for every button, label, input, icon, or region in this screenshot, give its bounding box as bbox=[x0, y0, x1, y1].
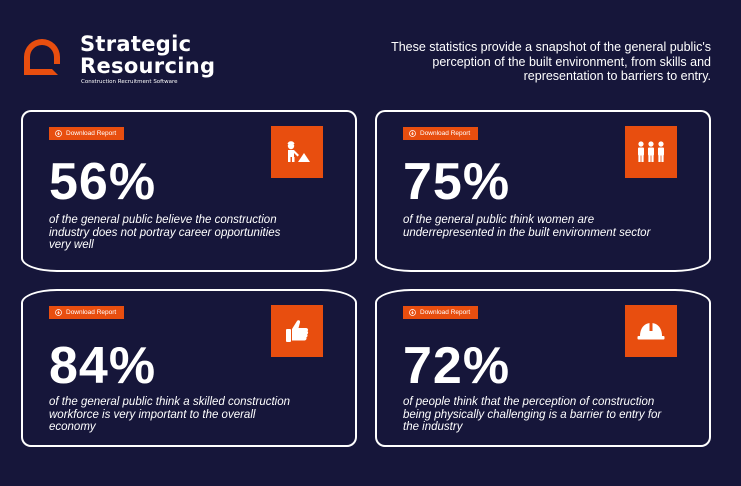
download-report-button[interactable]: Download Report bbox=[403, 306, 479, 319]
download-icon bbox=[409, 130, 416, 137]
icon-tile bbox=[271, 305, 323, 357]
brand-tagline: Construction Recruitment Software bbox=[81, 79, 178, 85]
brand-wordmark: Strategic Resourcing Construction Recrui… bbox=[80, 33, 280, 85]
brand-name-line2: Resourcing bbox=[80, 54, 216, 78]
stat-card: Download Report 72% of people think that… bbox=[375, 289, 711, 447]
stat-value: 72% bbox=[403, 337, 511, 395]
stat-description: of people think that the perception of c… bbox=[403, 396, 662, 433]
download-report-label: Download Report bbox=[420, 309, 471, 316]
stat-description: of the general public think women are un… bbox=[403, 214, 651, 239]
people-group-icon bbox=[638, 141, 664, 162]
intro-text: These statistics provide a snapshot of t… bbox=[391, 40, 711, 83]
construction-worker-icon bbox=[287, 141, 310, 162]
download-report-label: Download Report bbox=[66, 130, 117, 137]
logo-mark-icon bbox=[24, 39, 60, 75]
icon-tile bbox=[271, 126, 323, 178]
download-report-label: Download Report bbox=[420, 130, 471, 137]
hard-hat-icon bbox=[637, 323, 665, 340]
download-icon bbox=[55, 309, 62, 316]
thumbs-up-icon bbox=[286, 320, 309, 342]
stat-card: Download Report 75% of the general publi… bbox=[375, 110, 711, 272]
download-report-button[interactable]: Download Report bbox=[49, 127, 125, 140]
stat-card: Download Report 84% of the general publi… bbox=[21, 289, 357, 447]
brand-name-line1: Strategic bbox=[80, 32, 192, 56]
stat-description: of the general public believe the constr… bbox=[49, 214, 281, 251]
download-icon bbox=[409, 309, 416, 316]
stat-value: 56% bbox=[49, 153, 157, 211]
download-report-button[interactable]: Download Report bbox=[403, 127, 479, 140]
stat-card: Download Report 56% of the general publi… bbox=[21, 110, 357, 272]
stat-value: 75% bbox=[403, 153, 511, 211]
stat-description: of the general public think a skilled co… bbox=[49, 396, 291, 433]
icon-tile bbox=[625, 305, 677, 357]
download-report-button[interactable]: Download Report bbox=[49, 306, 125, 319]
download-report-label: Download Report bbox=[66, 309, 117, 316]
download-icon bbox=[55, 130, 62, 137]
icon-tile bbox=[625, 126, 677, 178]
stat-value: 84% bbox=[49, 337, 157, 395]
